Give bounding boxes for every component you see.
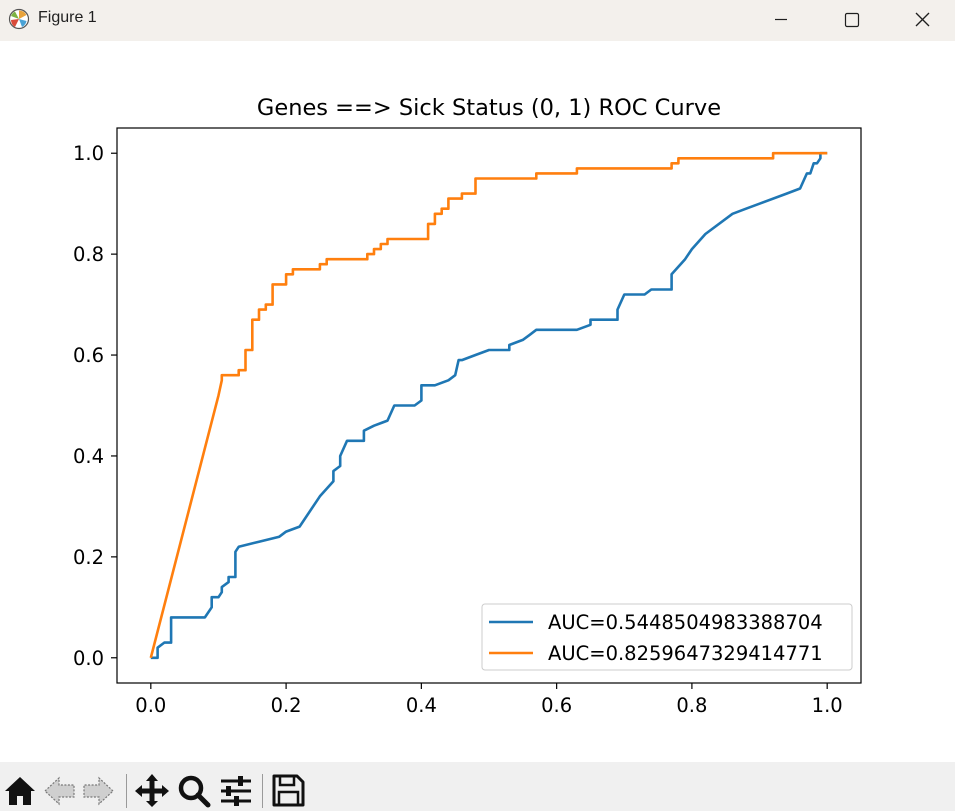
title-bar: Figure 1	[0, 0, 955, 41]
navigation-toolbar	[0, 762, 955, 811]
close-button[interactable]	[899, 0, 945, 40]
x-tick-label: 0.2	[271, 694, 302, 717]
minimize-icon	[775, 18, 787, 21]
ticks-layer: 0.0 0.2 0.4 0.6 0.8 1.0 0.0 0.2 0.4 0.6 0.8 1.0	[73, 142, 843, 717]
zoom-icon	[178, 775, 211, 808]
toolbar-separator	[262, 774, 263, 808]
save-button[interactable]	[270, 772, 306, 808]
series-layer	[149, 151, 828, 660]
legend-label-series-2: AUC=0.8259647329414771	[548, 642, 823, 665]
chart-title: Genes ==> Sick Status (0, 1) ROC Curve	[257, 95, 721, 121]
maximize-icon	[844, 12, 860, 28]
window-title: Figure 1	[38, 9, 97, 26]
home-button[interactable]	[2, 772, 38, 808]
x-tick-label: 0.8	[676, 694, 707, 717]
series-line-2	[149, 151, 828, 659]
toolbar-separator	[126, 774, 127, 808]
pan-button[interactable]	[134, 772, 170, 808]
save-icon	[272, 774, 305, 807]
forward-arrow-icon	[83, 776, 114, 806]
back-arrow-icon	[44, 776, 75, 806]
roc-chart: Genes ==> Sick Status (0, 1) ROC Curve 0…	[73, 95, 862, 717]
x-tick-label: 0.6	[541, 694, 572, 717]
x-tick-label: 1.0	[812, 694, 843, 717]
axes-frame	[116, 127, 862, 684]
x-tick-label: 0.0	[135, 694, 166, 717]
matplotlib-app-icon	[8, 8, 30, 30]
back-button[interactable]	[42, 772, 78, 808]
close-icon	[915, 12, 930, 27]
configure-subplots-button[interactable]	[218, 772, 254, 808]
configure-subplots-icon	[221, 776, 251, 806]
minimize-button[interactable]	[758, 0, 804, 40]
figure-canvas: Genes ==> Sick Status (0, 1) ROC Curve 0…	[0, 41, 955, 762]
legend: AUC=0.5448504983388704 AUC=0.82596473294…	[481, 603, 853, 671]
maximize-button[interactable]	[829, 0, 875, 40]
y-tick-label: 0.6	[73, 344, 104, 367]
y-tick-label: 0.2	[73, 546, 104, 569]
series-line-1	[150, 151, 828, 660]
legend-box	[481, 603, 853, 671]
forward-button[interactable]	[80, 772, 116, 808]
x-tick-label: 0.4	[406, 694, 437, 717]
y-tick-label: 0.0	[73, 647, 104, 670]
y-tick-label: 0.4	[73, 445, 104, 468]
zoom-button[interactable]	[176, 772, 212, 808]
pan-icon	[135, 774, 169, 807]
y-tick-label: 1.0	[73, 142, 104, 165]
y-tick-label: 0.8	[73, 243, 104, 266]
legend-label-series-1: AUC=0.5448504983388704	[548, 611, 823, 634]
home-icon	[5, 777, 35, 805]
